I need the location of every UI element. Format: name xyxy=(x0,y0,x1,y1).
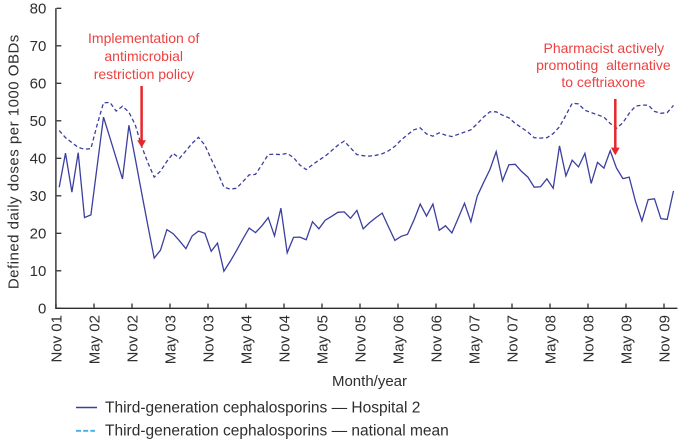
svg-text:60: 60 xyxy=(30,76,47,93)
svg-text:80: 80 xyxy=(30,1,47,18)
svg-text:Nov 08: Nov 08 xyxy=(580,315,597,363)
svg-text:Nov 07: Nov 07 xyxy=(504,315,521,363)
svg-text:May 06: May 06 xyxy=(390,315,407,364)
svg-text:10: 10 xyxy=(30,263,47,280)
svg-text:Defined daily doses per 1000 O: Defined daily doses per 1000 OBDs xyxy=(6,34,23,289)
svg-text:Nov 06: Nov 06 xyxy=(428,315,445,363)
svg-text:to ceftriaxone: to ceftriaxone xyxy=(561,74,645,90)
svg-text:0: 0 xyxy=(38,301,46,318)
svg-text:May 09: May 09 xyxy=(618,315,635,364)
svg-text:20: 20 xyxy=(30,226,47,243)
svg-text:May 02: May 02 xyxy=(86,315,103,364)
svg-text:Implementation of: Implementation of xyxy=(88,30,199,46)
svg-text:May 04: May 04 xyxy=(238,315,255,364)
svg-text:Pharmacist actively: Pharmacist actively xyxy=(544,40,665,56)
svg-text:30: 30 xyxy=(30,188,47,205)
svg-text:antimicrobial: antimicrobial xyxy=(104,48,183,64)
svg-text:Third-generation cephalosporin: Third-generation cephalosporins — nation… xyxy=(105,423,449,440)
svg-text:Nov 04: Nov 04 xyxy=(276,315,293,363)
svg-text:Nov 09: Nov 09 xyxy=(656,315,673,363)
svg-text:May 07: May 07 xyxy=(466,315,483,364)
svg-text:Nov 03: Nov 03 xyxy=(200,315,217,363)
svg-text:Nov 02: Nov 02 xyxy=(124,315,141,363)
svg-text:May 05: May 05 xyxy=(314,315,331,364)
svg-text:50: 50 xyxy=(30,113,47,130)
svg-text:Nov 01: Nov 01 xyxy=(48,315,65,363)
svg-text:Nov 05: Nov 05 xyxy=(352,315,369,363)
svg-text:70: 70 xyxy=(30,38,47,55)
svg-text:40: 40 xyxy=(30,151,47,168)
svg-text:restriction policy: restriction policy xyxy=(94,66,194,82)
svg-text:May 08: May 08 xyxy=(542,315,559,364)
svg-text:promoting alternative: promoting alternative xyxy=(536,57,671,73)
svg-text:Month/year: Month/year xyxy=(332,373,407,390)
svg-text:May 03: May 03 xyxy=(162,315,179,364)
svg-text:Third-generation cephalosporin: Third-generation cephalosporins — Hospit… xyxy=(105,400,420,417)
